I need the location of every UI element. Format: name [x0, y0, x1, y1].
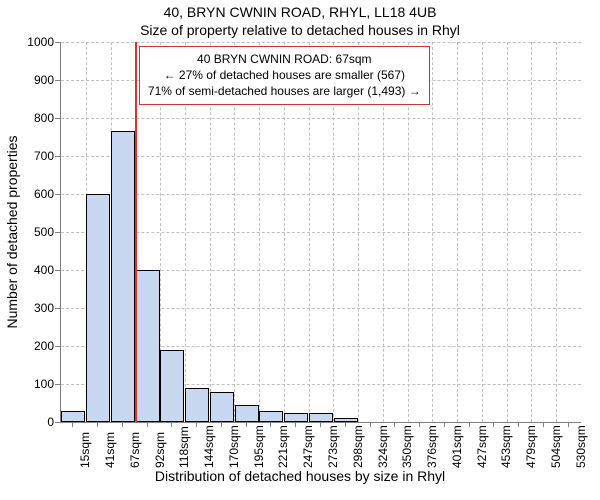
- gridline-h: [61, 118, 581, 119]
- tooltip-line: ← 27% of detached houses are smaller (56…: [148, 67, 421, 83]
- chart-root: 40, BRYN CWNIN ROAD, RHYL, LL18 4UB Size…: [0, 0, 600, 500]
- ytick-label: 400: [0, 263, 54, 277]
- bar: [259, 411, 283, 422]
- gridline-v: [457, 42, 458, 422]
- bar: [309, 413, 333, 423]
- ytick-label: 700: [0, 149, 54, 163]
- xtick-mark: [345, 422, 346, 427]
- xtick-mark: [246, 422, 247, 427]
- ytick-label: 900: [0, 73, 54, 87]
- bar: [210, 392, 234, 422]
- x-axis-title: Distribution of detached houses by size …: [0, 468, 600, 484]
- gridline-v: [432, 42, 433, 422]
- bar: [185, 388, 209, 422]
- bar: [334, 418, 358, 422]
- xtick-mark: [370, 422, 371, 427]
- chart-title-line1: 40, BRYN CWNIN ROAD, RHYL, LL18 4UB: [0, 4, 600, 20]
- xtick-mark: [543, 422, 544, 427]
- xtick-mark: [419, 422, 420, 427]
- xtick-mark: [469, 422, 470, 427]
- tooltip-line: 40 BRYN CWNIN ROAD: 67sqm: [148, 51, 421, 67]
- plot-area: 40 BRYN CWNIN ROAD: 67sqm← 27% of detach…: [60, 42, 581, 423]
- ytick-label: 100: [0, 377, 54, 391]
- gridline-h: [61, 232, 581, 233]
- xtick-mark: [493, 422, 494, 427]
- tooltip-line: 71% of semi-detached houses are larger (…: [148, 83, 421, 99]
- ytick-label: 500: [0, 225, 54, 239]
- bar: [111, 131, 135, 422]
- xtick-mark: [518, 422, 519, 427]
- bar: [235, 405, 259, 422]
- xtick-mark: [295, 422, 296, 427]
- gridline-h: [61, 194, 581, 195]
- xtick-mark: [122, 422, 123, 427]
- ytick-label: 300: [0, 301, 54, 315]
- marker-line: [135, 42, 137, 422]
- bar: [160, 350, 184, 422]
- gridline-v: [482, 42, 483, 422]
- xtick-mark: [270, 422, 271, 427]
- xtick-mark: [147, 422, 148, 427]
- ytick-label: 200: [0, 339, 54, 353]
- ytick-label: 600: [0, 187, 54, 201]
- xtick-mark: [320, 422, 321, 427]
- ytick-label: 1000: [0, 35, 54, 49]
- xtick-mark: [196, 422, 197, 427]
- ytick-label: 0: [0, 415, 54, 429]
- bar: [136, 270, 160, 422]
- bar: [86, 194, 110, 422]
- bar: [284, 413, 308, 423]
- xtick-mark: [221, 422, 222, 427]
- gridline-h: [61, 42, 581, 43]
- gridline-v: [531, 42, 532, 422]
- tooltip-box: 40 BRYN CWNIN ROAD: 67sqm← 27% of detach…: [139, 46, 430, 105]
- xtick-mark: [568, 422, 569, 427]
- xtick-mark: [394, 422, 395, 427]
- xtick-mark: [444, 422, 445, 427]
- bar: [61, 411, 85, 422]
- ytick-label: 800: [0, 111, 54, 125]
- xtick-mark: [171, 422, 172, 427]
- gridline-v: [556, 42, 557, 422]
- xtick-mark: [97, 422, 98, 427]
- gridline-h: [61, 156, 581, 157]
- gridline-v: [507, 42, 508, 422]
- xtick-mark: [72, 422, 73, 427]
- chart-title-line2: Size of property relative to detached ho…: [0, 22, 600, 38]
